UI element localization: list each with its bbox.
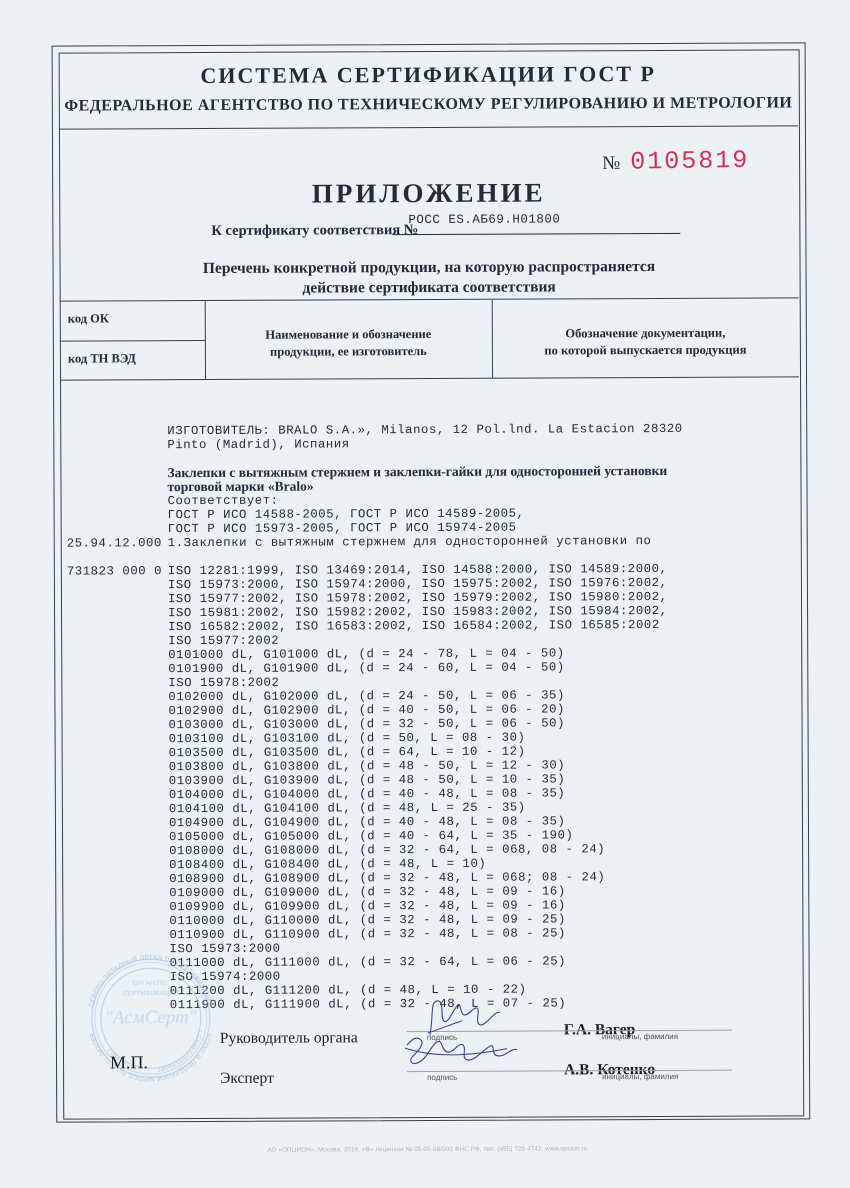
svg-text:"АсмСерт": "АсмСерт"	[105, 1007, 198, 1028]
svg-text:ОРГАН ПО СЕРТИФИКАЦИИ: ОРГАН ПО СЕРТИФИКАЦИИ	[123, 980, 179, 997]
